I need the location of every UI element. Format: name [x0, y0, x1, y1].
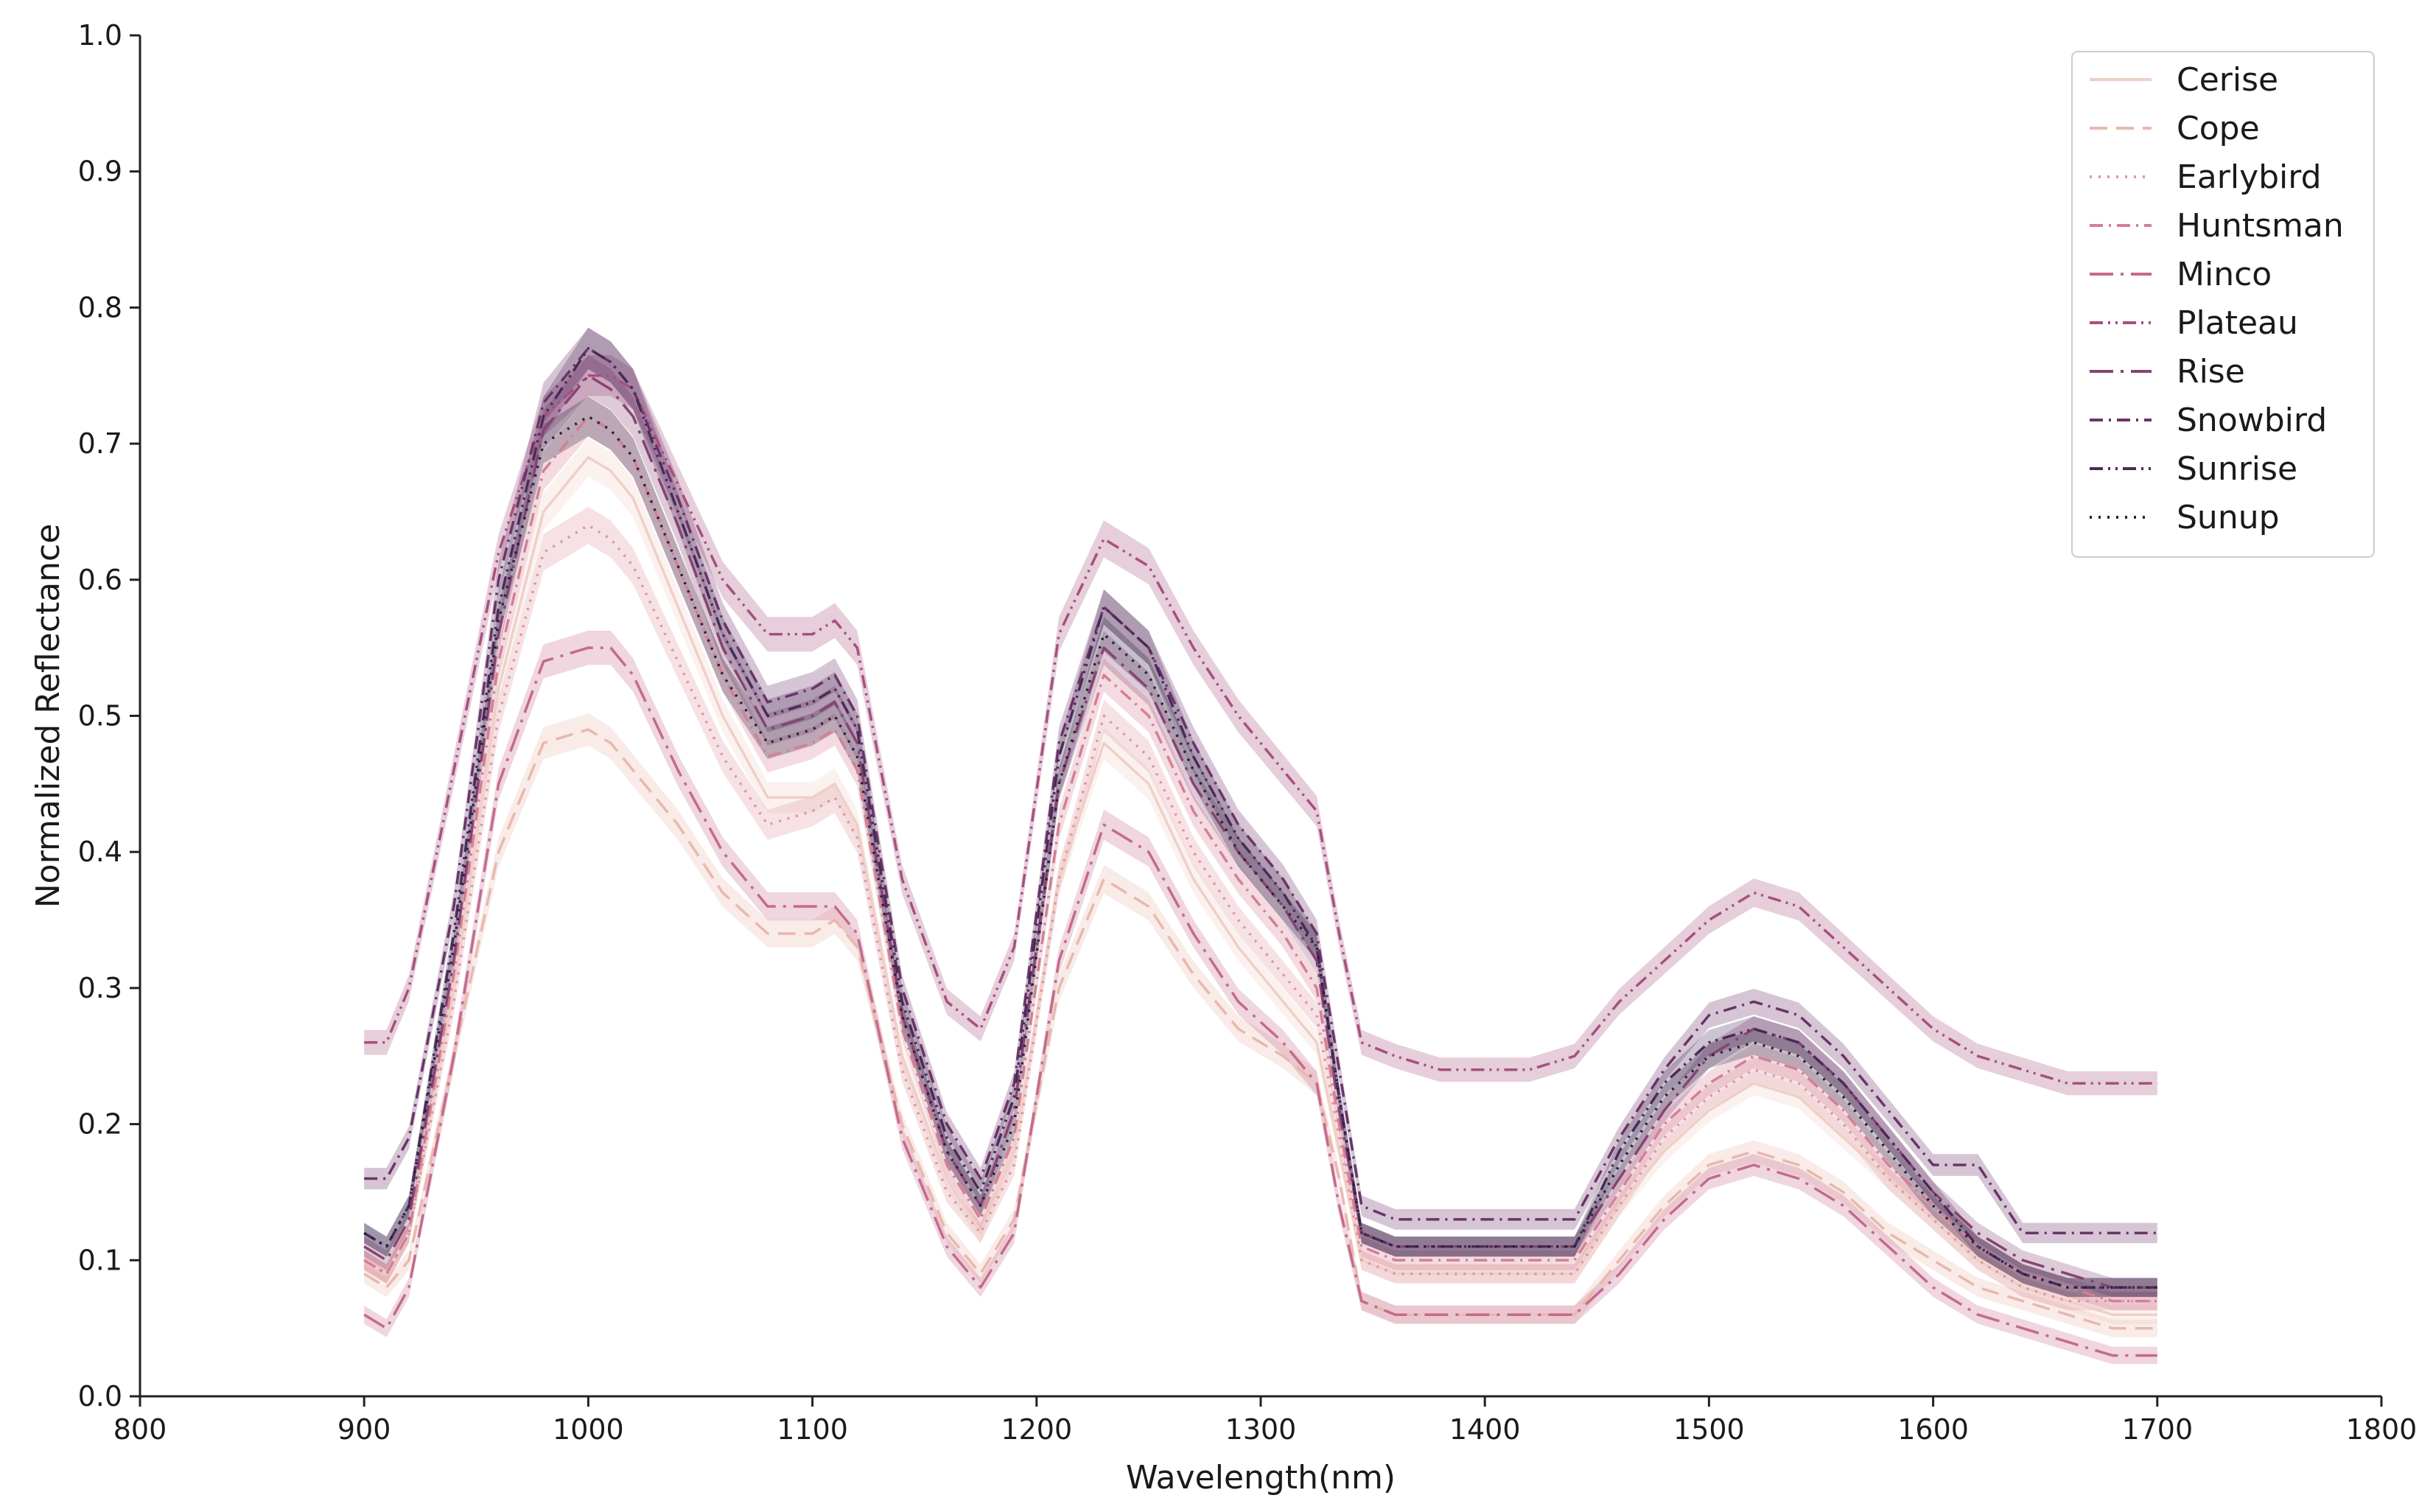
legend-label: Minco — [2177, 256, 2272, 293]
x-tick-label: 1600 — [1897, 1413, 1969, 1446]
legend: Cerise Cope Earlybird Huntsman Minco Plateau R… — [2071, 51, 2375, 558]
legend-item: Earlybird — [2090, 158, 2322, 196]
x-tick-label: 800 — [113, 1413, 167, 1446]
x-tick-label: 900 — [337, 1413, 391, 1446]
series-line — [363, 347, 2157, 1289]
series-line — [363, 415, 2157, 1303]
y-tick-label: 0.6 — [78, 564, 122, 596]
y-axis-ticks: 0.0 0.1 0.2 0.3 0.4 0.5 0.6 0.7 0.8 0.9 1.0 — [78, 19, 140, 1413]
series-line — [363, 646, 2157, 1357]
series-line — [363, 455, 2157, 1316]
legend-item: Plateau — [2090, 304, 2298, 342]
legend-item: Cope — [2090, 110, 2260, 147]
legend-label: Plateau — [2177, 304, 2298, 342]
x-tick-label: 1100 — [777, 1413, 848, 1446]
legend-item: Minco — [2090, 256, 2272, 293]
confidence-band — [364, 630, 2157, 1365]
legend-label: Cope — [2177, 110, 2260, 147]
y-tick-label: 0.2 — [78, 1108, 122, 1141]
confidence-band — [364, 438, 2157, 1324]
y-tick-label: 0.1 — [78, 1244, 122, 1276]
x-tick-label: 1500 — [1673, 1413, 1745, 1446]
x-tick-label: 1000 — [553, 1413, 624, 1446]
legend-label: Huntsman — [2177, 207, 2344, 245]
y-tick-label: 0.9 — [78, 155, 122, 188]
confidence-band — [364, 396, 2157, 1311]
legend-label: Snowbird — [2177, 402, 2327, 439]
axes: 800 900 1000 1100 1200 1300 1400 1500 1600 1700 18… — [29, 19, 2417, 1497]
confidence-band — [364, 355, 2157, 1096]
legend-label: Rise — [2177, 353, 2245, 391]
series-lines — [363, 347, 2157, 1357]
x-tick-label: 1800 — [2346, 1413, 2418, 1446]
legend-label: Cerise — [2177, 61, 2278, 99]
legend-item: Huntsman — [2090, 207, 2344, 245]
x-tick-label: 1200 — [1001, 1413, 1072, 1446]
legend-box — [2071, 51, 2375, 558]
legend-items: Cerise Cope Earlybird Huntsman Minco Plateau R… — [2090, 61, 2344, 536]
x-tick-label: 1700 — [2121, 1413, 2193, 1446]
x-axis-ticks: 800 900 1000 1100 1200 1300 1400 1500 1600 1700 18… — [113, 1396, 2418, 1446]
legend-item: Cerise — [2090, 61, 2278, 99]
y-tick-label: 0.7 — [78, 427, 122, 460]
confidence-band — [364, 355, 2157, 1298]
y-tick-label: 1.0 — [78, 19, 122, 52]
legend-item: Snowbird — [2090, 402, 2327, 439]
legend-item: Sunrise — [2090, 450, 2297, 488]
x-tick-label: 1300 — [1225, 1413, 1297, 1446]
y-tick-label: 0.8 — [78, 291, 122, 323]
y-tick-label: 0.0 — [78, 1380, 122, 1413]
legend-item: Rise — [2090, 353, 2245, 391]
x-axis-title: Wavelength(nm) — [1126, 1459, 1396, 1497]
y-tick-label: 0.4 — [78, 836, 122, 868]
y-tick-label: 0.5 — [78, 700, 122, 732]
legend-label: Earlybird — [2177, 158, 2322, 196]
confidence-band — [364, 327, 2157, 1298]
legend-label: Sunrise — [2177, 450, 2297, 488]
series-line — [364, 374, 2157, 1085]
y-axis-title: Normalized Reflectance — [29, 524, 67, 909]
legend-label: Sunup — [2177, 499, 2280, 536]
series-line — [363, 728, 2157, 1330]
x-tick-label: 1400 — [1449, 1413, 1521, 1446]
legend-item: Sunup — [2090, 499, 2280, 536]
y-tick-label: 0.3 — [78, 972, 122, 1004]
